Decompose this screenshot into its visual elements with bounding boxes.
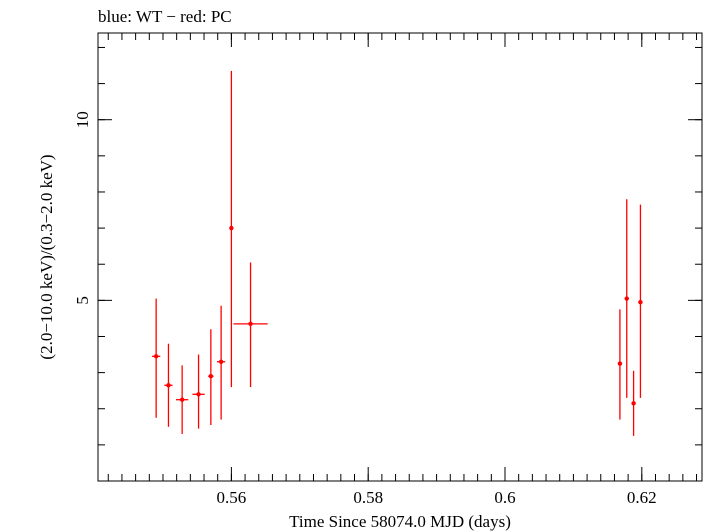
point-marker [153, 354, 159, 359]
data-point [631, 370, 636, 436]
data-point [217, 305, 226, 420]
y-tick-label: 10 [73, 111, 92, 128]
plot-frame [97, 32, 703, 482]
data-point [229, 70, 234, 388]
x-tick-label: 0.56 [217, 488, 247, 507]
y-axis-label: (2.0−10.0 keV)/(0.3−2.0 keV) [37, 154, 56, 359]
data-point [164, 343, 173, 427]
chart-title: blue: WT − red: PC [98, 7, 232, 26]
major-ticks [98, 33, 702, 481]
data-point [617, 309, 623, 420]
point-marker [179, 397, 185, 402]
minor-ticks [98, 33, 702, 482]
x-tick-label: 0.6 [494, 488, 515, 507]
x-tick-label: 0.58 [353, 488, 383, 507]
point-marker [196, 392, 201, 397]
tick-labels: 0.56 0.58 0.6 0.62 5 10 [73, 111, 657, 507]
point-marker [617, 361, 623, 366]
point-marker [218, 359, 224, 364]
y-tick-label: 5 [73, 296, 92, 305]
data-point [192, 354, 205, 429]
point-marker [631, 401, 636, 406]
data-point [208, 329, 214, 425]
point-marker [638, 299, 643, 305]
data-point [175, 365, 189, 435]
point-marker [624, 296, 629, 301]
data-point [233, 262, 268, 388]
point-marker [208, 374, 214, 379]
point-marker [166, 383, 171, 388]
x-tick-label: 0.62 [627, 488, 657, 507]
point-marker [229, 225, 234, 231]
point-marker [248, 321, 253, 327]
x-axis-label: Time Since 58074.0 MJD (days) [289, 512, 511, 531]
data-point [638, 204, 643, 398]
data-marks [152, 70, 643, 436]
data-point [624, 199, 629, 398]
data-point [152, 298, 161, 418]
